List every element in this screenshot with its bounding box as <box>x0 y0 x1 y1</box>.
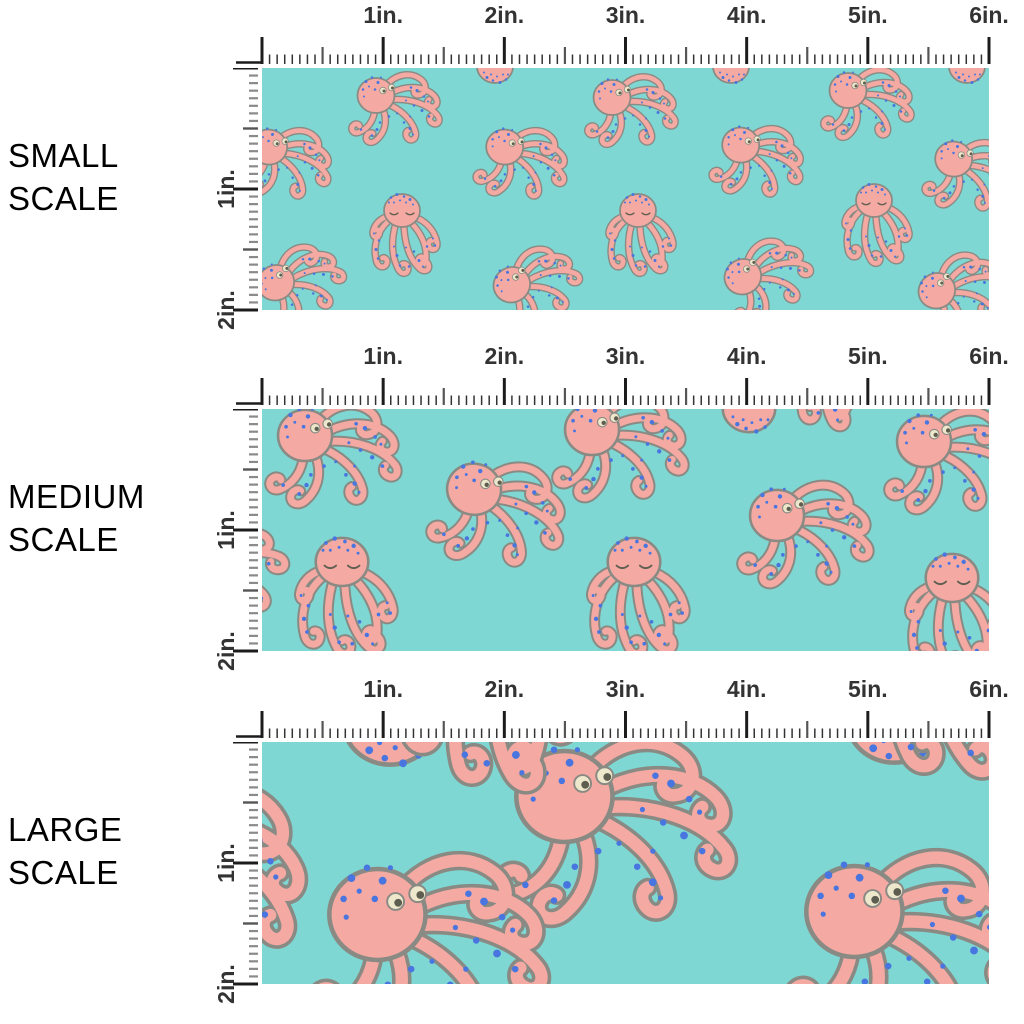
scale-label-line: SCALE <box>8 521 119 558</box>
octopus-motif <box>373 193 437 273</box>
octopus-motif <box>765 409 893 436</box>
octopus-motif <box>824 70 911 138</box>
octopus-motif <box>712 229 821 310</box>
horizontal-ruler: 1in. 2in. 3in. 4in. 5in. 6in. <box>232 343 1009 409</box>
ruler-inch-label: 1in. <box>363 676 403 702</box>
octopus-motif <box>427 453 570 572</box>
ruler-inch-label-vertical: 1in. <box>213 169 239 209</box>
octopus-motif <box>299 742 466 767</box>
ruler-inch-label: 6in. <box>969 2 1009 28</box>
ruler-inch-label: 3in. <box>605 343 646 369</box>
ruler-inch-label-vertical: 1in. <box>213 843 239 883</box>
octopus-motif <box>742 485 870 584</box>
octopus-motif <box>352 75 439 143</box>
ruler-inch-label: 6in. <box>969 676 1009 702</box>
ruler-inch-label: 1in. <box>363 2 403 28</box>
octopus-motif <box>391 742 606 799</box>
vertical-ruler: 1in. 2in. <box>150 68 262 330</box>
scale-label-small: SMALL SCALE <box>8 134 119 220</box>
octopus-motif <box>262 235 354 310</box>
ruler-inch-label-vertical: 2in. <box>213 631 239 671</box>
scale-label-line: LARGE <box>8 811 123 848</box>
octopus-motif <box>923 135 989 214</box>
octopus-motif <box>270 409 398 504</box>
octopus-motif <box>906 243 989 310</box>
octopus-motif <box>314 861 541 984</box>
octopus-motif <box>299 536 393 651</box>
octopus-motif <box>609 193 673 273</box>
octopus-motif <box>710 121 806 200</box>
octopus-motif <box>557 409 685 498</box>
octopus-motif <box>932 68 989 84</box>
octopus-motif <box>262 123 334 202</box>
ruler-inch-label-vertical: 2in. <box>213 290 239 330</box>
vertical-ruler: 1in. 2in. <box>150 742 262 1004</box>
ruler-inch-label: 2in. <box>484 676 525 702</box>
ruler-inch-label: 3in. <box>605 676 646 702</box>
octopus-motif <box>481 237 590 310</box>
scale-label-line: SCALE <box>8 180 119 217</box>
octopus-motif <box>696 68 760 84</box>
octopus-motif <box>262 744 327 984</box>
ruler-inch-label: 4in. <box>726 2 767 28</box>
horizontal-ruler: 1in. 2in. 3in. 4in. 5in. 6in. <box>232 676 1009 742</box>
vertical-ruler: 1in. 2in. <box>150 409 262 671</box>
scale-label-line: SCALE <box>8 854 119 891</box>
ruler-inch-label: 4in. <box>726 343 767 369</box>
fabric-swatch-large <box>262 742 989 984</box>
ruler-inch-label: 5in. <box>848 2 888 28</box>
scale-label-line: SMALL <box>8 137 119 174</box>
horizontal-ruler: 1in. 2in. 3in. 4in. 5in. 6in. <box>232 2 1009 68</box>
scale-label-medium: MEDIUM SCALE <box>8 475 145 561</box>
octopus-motif <box>845 183 909 263</box>
ruler-inch-label: 5in. <box>848 676 888 702</box>
octopus-motif <box>474 123 570 202</box>
octopus-motif <box>803 742 970 765</box>
scale-label-large: LARGE SCALE <box>8 808 122 894</box>
ruler-inch-label: 1in. <box>363 343 403 369</box>
octopus-motif <box>889 411 989 510</box>
octopus-motif <box>791 858 989 984</box>
fabric-swatch-medium <box>262 409 989 651</box>
ruler-inch-label: 4in. <box>726 676 767 702</box>
scale-label-line: MEDIUM <box>8 478 145 515</box>
fabric-swatch-small <box>262 68 989 310</box>
octopus-motif <box>863 742 989 788</box>
ruler-inch-label: 3in. <box>605 2 646 28</box>
octopus-motif <box>698 409 792 434</box>
ruler-inch-label-vertical: 2in. <box>213 964 239 1004</box>
ruler-inch-label: 5in. <box>848 343 888 369</box>
octopus-motif <box>501 743 728 919</box>
ruler-inch-label-vertical: 1in. <box>213 510 239 550</box>
ruler-inch-label: 2in. <box>484 2 525 28</box>
octopus-motif <box>909 552 989 651</box>
octopus-motif <box>588 77 675 145</box>
ruler-inch-label: 2in. <box>484 343 525 369</box>
octopus-motif <box>591 536 685 651</box>
ruler-inch-label: 6in. <box>969 343 1009 369</box>
octopus-motif <box>262 504 300 651</box>
octopus-motif <box>460 68 524 84</box>
